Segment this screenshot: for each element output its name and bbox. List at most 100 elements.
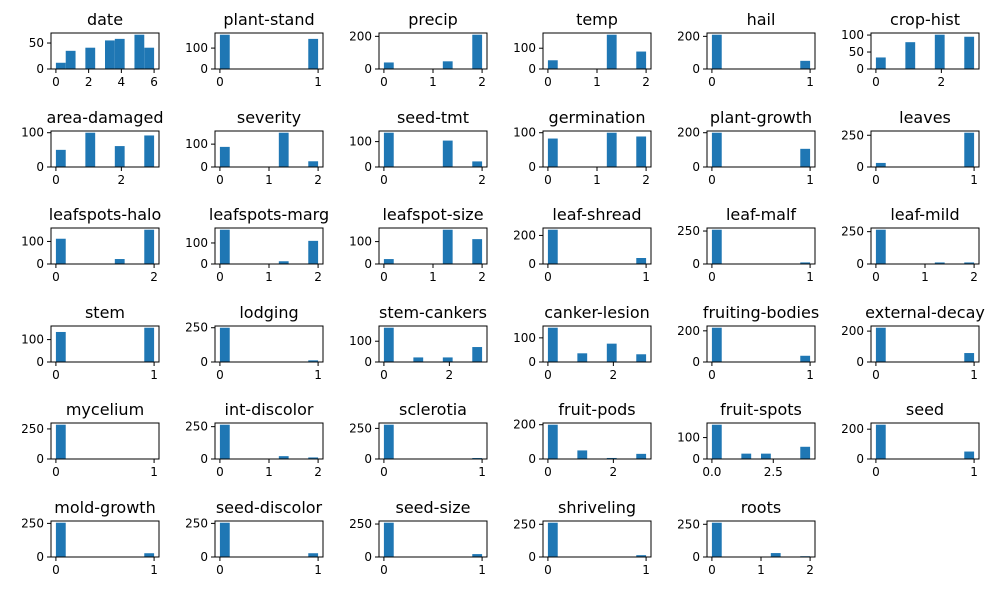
axes-frame (215, 423, 323, 459)
y-tick-label: 0 (364, 62, 372, 76)
subplot-crop-hist: crop-hist0 2050100 (841, 10, 979, 89)
x-tick-label: 0 (708, 270, 716, 284)
histogram-bar-2 (472, 161, 482, 167)
axes-frame (51, 326, 159, 362)
x-tick-label: 0 (216, 270, 224, 284)
histogram-bar-0 (384, 523, 394, 557)
x-tick-label: 2 (610, 465, 618, 479)
axes-frame (215, 33, 323, 69)
y-tick-label: 250 (185, 516, 208, 530)
y-tick-label: 0 (36, 257, 44, 271)
histogram-bar-0 (220, 328, 230, 362)
y-tick-label: 0 (200, 257, 208, 271)
subplot-title: fruit-pods (558, 400, 635, 419)
y-tick-label: 100 (21, 126, 44, 140)
y-tick-label: 0 (856, 160, 864, 174)
subplot-title: plant-stand (223, 10, 314, 29)
histogram-bar-1 (413, 357, 423, 362)
x-tick-label: 1 (150, 465, 158, 479)
x-tick-label: 2 (314, 270, 322, 284)
y-tick-label: 200 (841, 422, 864, 436)
x-tick-label: 2 (610, 368, 618, 382)
y-tick-label: 250 (349, 517, 372, 531)
subplot-title: leafspot-size (382, 205, 483, 224)
subplot-leaf-shread: leaf-shread0 10200 (513, 205, 651, 284)
x-tick-label: 0 (52, 173, 60, 187)
x-tick-label: 1 (806, 173, 814, 187)
histogram-bar-0 (548, 230, 558, 264)
axes-frame (51, 423, 159, 459)
y-tick-label: 250 (841, 225, 864, 239)
x-tick-label: 1 (970, 465, 978, 479)
subplot-title: mycelium (66, 400, 144, 419)
subplot-canker-lesion: canker-lesion0 20100 (513, 303, 651, 382)
subplot-title: fruiting-bodies (703, 303, 819, 322)
x-tick-label: 0 (544, 465, 552, 479)
histogram-bar-1 (607, 35, 617, 69)
y-tick-label: 0 (200, 550, 208, 564)
x-tick-label: 0.0 (702, 465, 721, 479)
y-tick-label: 100 (21, 333, 44, 347)
axes-frame (707, 33, 815, 69)
histogram-bar-5 (134, 35, 144, 69)
histogram-bar-0 (712, 230, 722, 264)
subplot-date: date 0 2 4 6 0 50 (29, 10, 159, 89)
y-tick-label: 250 (185, 420, 208, 434)
x-tick-label: 1 (314, 75, 322, 89)
subplot-title: temp (576, 10, 618, 29)
axes-frame (871, 131, 979, 167)
histogram-bar-2 (935, 35, 945, 69)
subplot-area-damaged: area-damaged 0 2 0 100 (21, 108, 163, 187)
y-tick-label: 200 (677, 126, 700, 140)
y-tick-label: 0 (692, 257, 700, 271)
subplot-fruit-spots: fruit-spots0.0 2.50100 (677, 400, 815, 479)
subplot-title: stem (85, 303, 125, 322)
x-tick-label: 0 (872, 465, 880, 479)
subplot-leaf-malf: leaf-malf 0 1 0 250 (677, 205, 815, 284)
histogram-bar-3 (800, 447, 810, 459)
axes-frame (707, 326, 815, 362)
subplot-seed-discolor: seed-discolor0 10250 (185, 498, 323, 577)
y-tick-label: 200 (349, 29, 372, 43)
y-tick-label: 100 (513, 41, 536, 55)
x-tick-label: 1 (150, 563, 158, 577)
histogram-bar-0 (384, 133, 394, 167)
histogram-bar-0 (384, 425, 394, 459)
axes-frame (707, 228, 815, 264)
subplot-lodging: lodging0 10250 (185, 303, 323, 382)
y-tick-label: 0 (856, 257, 864, 271)
histogram-bar-1 (308, 39, 318, 69)
subplot-title: seed-tmt (397, 108, 469, 127)
x-tick-label: 1 (314, 563, 322, 577)
axes-frame (215, 521, 323, 557)
axes-frame (707, 521, 815, 557)
y-tick-label: 100 (185, 137, 208, 151)
y-tick-label: 100 (841, 28, 864, 42)
histogram-bar-1 (308, 553, 318, 557)
x-tick-label: 0 (52, 368, 60, 382)
axes-frame (871, 423, 979, 459)
y-tick-label: 0 (200, 355, 208, 369)
subplot-title: hail (747, 10, 776, 29)
subplot-title: shriveling (558, 498, 636, 517)
y-tick-label: 0 (528, 62, 536, 76)
y-tick-label: 0 (528, 452, 536, 466)
y-tick-label: 0 (528, 257, 536, 271)
y-tick-label: 100 (349, 235, 372, 249)
subplot-title: leaf-shread (552, 205, 641, 224)
x-tick-label: 0 (380, 563, 388, 577)
subplot-hail: hail0 10200 (677, 10, 815, 89)
y-tick-label: 0 (364, 257, 372, 271)
x-tick-label: 0 (708, 173, 716, 187)
x-tick-label: 2 (478, 270, 486, 284)
x-tick-label: 2 (478, 173, 486, 187)
axes-frame (379, 326, 487, 362)
axes-frame (215, 228, 323, 264)
histogram-bar-1 (144, 553, 154, 557)
histogram-bar-1 (115, 259, 125, 264)
y-tick-label: 100 (677, 431, 700, 445)
subplot-title: sclerotia (399, 400, 467, 419)
y-tick-label: 200 (677, 29, 700, 43)
histogram-bar-0 (56, 150, 66, 167)
y-tick-label: 0 (528, 160, 536, 174)
